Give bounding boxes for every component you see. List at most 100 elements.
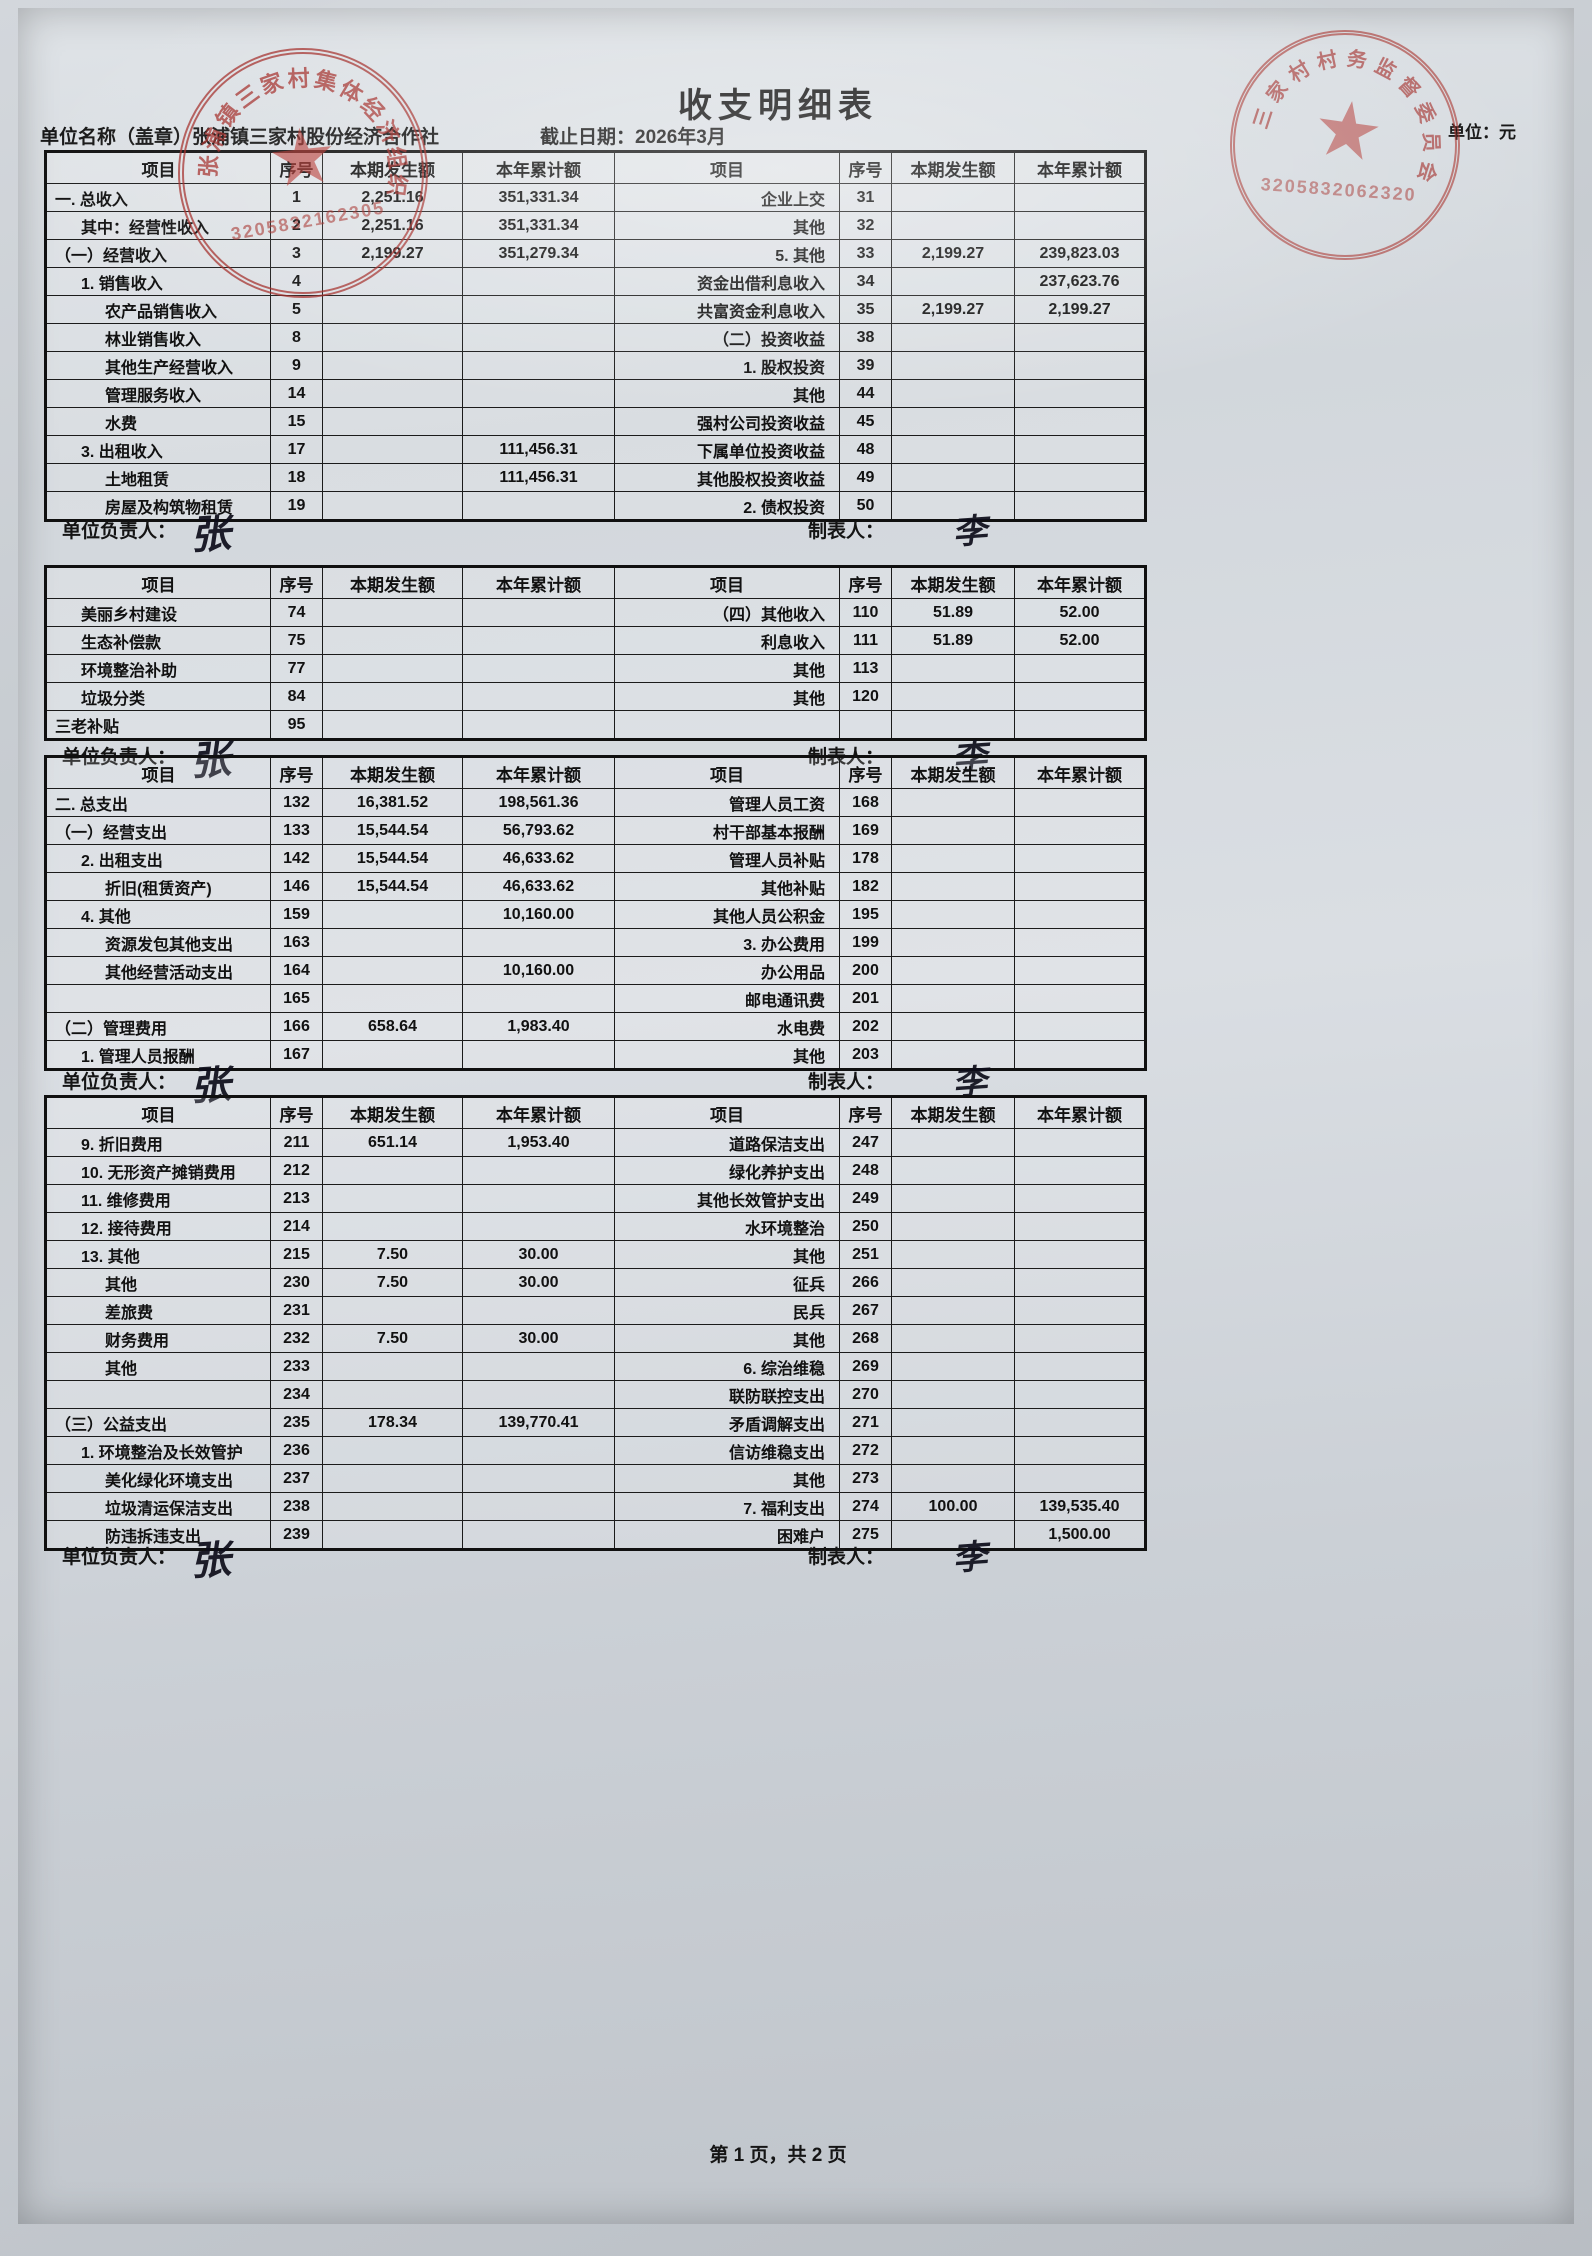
row-item-label-right: 共富资金利息收入 xyxy=(614,295,840,324)
row-item-label-right: 3. 办公费用 xyxy=(614,928,840,957)
responsible-person-label: 单位负责人： xyxy=(62,1547,177,1568)
row-item-label-left: 2. 出租支出 xyxy=(45,844,271,873)
row-current-amount-left: 658.64 xyxy=(322,1012,463,1041)
row-item-label-left: 水费 xyxy=(45,407,271,436)
row-current-amount-right: 51.89 xyxy=(891,626,1015,655)
row-ytd-amount-left xyxy=(462,1156,615,1185)
row-ytd-amount-left: 10,160.00 xyxy=(462,900,615,929)
row-item-label-left: 垃圾分类 xyxy=(45,682,271,711)
row-seq-right: 199 xyxy=(839,928,892,957)
row-current-amount-left: 15,544.54 xyxy=(322,816,463,845)
table-row: （一）经营支出 133 15,544.54 56,793.62 村干部基本报酬 169 xyxy=(45,816,1146,845)
row-seq-right: 249 xyxy=(839,1184,892,1213)
row-seq-right: 274 xyxy=(839,1492,892,1521)
row-seq-right: 267 xyxy=(839,1296,892,1325)
row-ytd-amount-left xyxy=(462,598,615,627)
row-current-amount-left xyxy=(322,710,463,740)
row-current-amount-left xyxy=(322,1040,463,1070)
seal-code-right: 3205832062320 xyxy=(1260,174,1418,206)
row-ytd-amount-left: 139,770.41 xyxy=(462,1408,615,1437)
row-ytd-amount-left xyxy=(462,491,615,521)
table-row: 折旧(租赁资产) 146 15,544.54 46,633.62 其他补贴 182 xyxy=(45,872,1146,901)
row-item-label-right: 利息收入 xyxy=(614,626,840,655)
table-row: 土地租赁 18 111,456.31 其他股权投资收益 49 xyxy=(45,463,1146,492)
row-seq-left: 95 xyxy=(270,710,323,740)
row-current-amount-left xyxy=(322,900,463,929)
row-ytd-amount-left: 30.00 xyxy=(462,1240,615,1269)
row-item-label-left: 美化绿化环境支出 xyxy=(45,1464,271,1493)
table-row: 水费 15 强村公司投资收益 45 xyxy=(45,407,1146,436)
row-current-amount-left xyxy=(322,323,463,352)
row-ytd-amount-right: 139,535.40 xyxy=(1014,1492,1146,1521)
row-item-label-left: 其他 xyxy=(45,1352,271,1381)
row-item-label-right: 其他 xyxy=(614,1240,840,1269)
row-item-label-left: 9. 折旧费用 xyxy=(45,1128,271,1157)
table-row: 234 联防联控支出 270 xyxy=(45,1380,1146,1409)
row-seq-left: 74 xyxy=(270,598,323,627)
row-current-amount-right xyxy=(891,984,1015,1013)
row-item-label-left: 1. 环境整治及长效管护 xyxy=(45,1436,271,1465)
row-item-label-left: 防违拆违支出 xyxy=(45,1520,271,1550)
row-seq-right xyxy=(839,710,892,740)
row-current-amount-left: 2,199.27 xyxy=(322,239,463,268)
seq-header-left: 序号 xyxy=(270,151,323,184)
table-row: 房屋及构筑物租赁 19 2. 债权投资 50 xyxy=(45,491,1146,521)
row-ytd-amount-left: 30.00 xyxy=(462,1324,615,1353)
row-ytd-amount-right xyxy=(1014,682,1146,711)
row-current-amount-left xyxy=(322,1436,463,1465)
row-ytd-amount-left xyxy=(462,1380,615,1409)
row-current-amount-right xyxy=(891,1156,1015,1185)
row-item-label-right: 其他股权投资收益 xyxy=(614,463,840,492)
row-item-label-right: 5. 其他 xyxy=(614,239,840,268)
row-seq-left: 239 xyxy=(270,1520,323,1550)
table-row: 11. 维修费用 213 其他长效管护支出 249 xyxy=(45,1184,1146,1213)
row-ytd-amount-left: 111,456.31 xyxy=(462,435,615,464)
row-current-amount-left xyxy=(322,463,463,492)
row-seq-right: 202 xyxy=(839,1012,892,1041)
row-seq-right: 268 xyxy=(839,1324,892,1353)
row-current-amount-right xyxy=(891,323,1015,352)
row-seq-right: 270 xyxy=(839,1380,892,1409)
row-seq-left: 142 xyxy=(270,844,323,873)
row-ytd-amount-right xyxy=(1014,872,1146,901)
row-item-label-right: 邮电通讯费 xyxy=(614,984,840,1013)
table-row: 2. 出租支出 142 15,544.54 46,633.62 管理人员补贴 178 xyxy=(45,844,1146,873)
row-current-amount-right xyxy=(891,872,1015,901)
row-ytd-amount-left xyxy=(462,379,615,408)
row-seq-right: 50 xyxy=(839,491,892,521)
row-ytd-amount-right xyxy=(1014,1156,1146,1185)
row-item-label-left: 土地租赁 xyxy=(45,463,271,492)
row-item-label-left: 其他 xyxy=(45,1268,271,1297)
row-current-amount-right xyxy=(891,682,1015,711)
row-item-label-left: （一）经营支出 xyxy=(45,816,271,845)
row-seq-left: 167 xyxy=(270,1040,323,1070)
row-ytd-amount-right: 52.00 xyxy=(1014,598,1146,627)
row-seq-left: 234 xyxy=(270,1380,323,1409)
row-seq-left: 237 xyxy=(270,1464,323,1493)
row-ytd-amount-left xyxy=(462,654,615,683)
current-header-right: 本期发生额 xyxy=(891,756,1015,789)
row-item-label-right: 6. 综治维稳 xyxy=(614,1352,840,1381)
row-seq-right: 169 xyxy=(839,816,892,845)
table-row: 1. 环境整治及长效管护 236 信访维稳支出 272 xyxy=(45,1436,1146,1465)
row-current-amount-right xyxy=(891,1520,1015,1550)
row-ytd-amount-right xyxy=(1014,491,1146,521)
current-header-right: 本期发生额 xyxy=(891,151,1015,184)
row-current-amount-left xyxy=(322,1156,463,1185)
row-current-amount-right xyxy=(891,1268,1015,1297)
row-current-amount-right xyxy=(891,1012,1015,1041)
row-current-amount-left xyxy=(322,984,463,1013)
row-item-label-left: 生态补偿款 xyxy=(45,626,271,655)
row-current-amount-right xyxy=(891,1464,1015,1493)
row-seq-right: 111 xyxy=(839,626,892,655)
ytd-header-right: 本年累计额 xyxy=(1014,151,1146,184)
table-row: 1. 管理人员报酬 167 其他 203 xyxy=(45,1040,1146,1070)
row-seq-right: 201 xyxy=(839,984,892,1013)
seal-ring2-icon: 三家村村务监督委员会 ★ 3205832062320 xyxy=(1215,15,1475,275)
ytd-header-right: 本年累计额 xyxy=(1014,756,1146,789)
row-ytd-amount-left: 46,633.62 xyxy=(462,844,615,873)
row-item-label-left: 12. 接待费用 xyxy=(45,1212,271,1241)
row-current-amount-left: 15,544.54 xyxy=(322,844,463,873)
row-item-label-left: 3. 出租收入 xyxy=(45,435,271,464)
row-ytd-amount-left xyxy=(462,1352,615,1381)
